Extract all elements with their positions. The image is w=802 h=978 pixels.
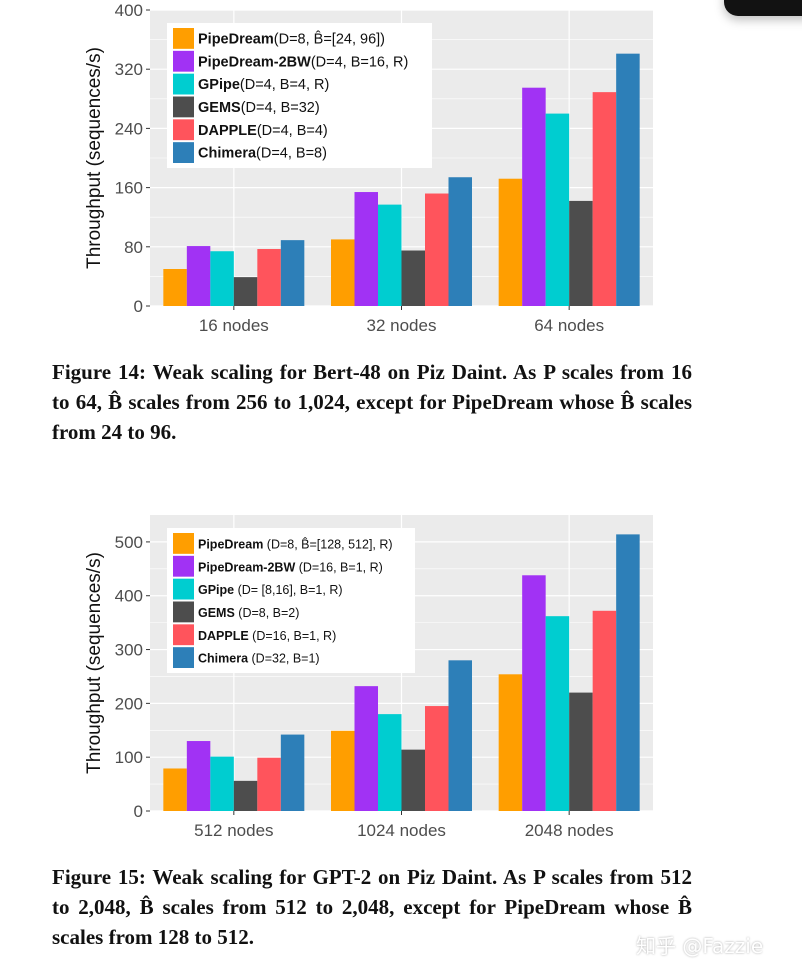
y-tick-label: 80 <box>124 238 143 257</box>
y-tick-label: 400 <box>115 587 143 606</box>
y-axis-label: Throughput (sequences/s) <box>84 552 105 774</box>
legend-label-pipedream: PipeDream (D=8, B̂=[128, 512], R) <box>198 536 393 551</box>
legend-label-chimera: Chimera(D=4, B=8) <box>198 146 327 162</box>
bar-gpipe-64-nodes <box>545 113 570 306</box>
legend-label-pipedream-2bw: PipeDream-2BW(D=4, B=16, R) <box>198 54 408 70</box>
bar-chimera-1024-nodes <box>448 660 472 811</box>
y-tick-label: 100 <box>115 748 143 767</box>
bar-dapple-16-nodes <box>257 249 281 306</box>
bar-chimera-512-nodes <box>280 734 305 811</box>
legend-swatch-dapple <box>173 119 194 141</box>
bar-pipedream-2bw-32-nodes <box>354 192 378 306</box>
bar-pipedream-64-nodes <box>498 178 523 306</box>
legend-label-gpipe: GPipe (D= [8,16], B=1, R) <box>198 583 343 597</box>
y-tick-label: 0 <box>134 802 143 821</box>
bar-chimera-32-nodes <box>448 177 472 306</box>
legend-swatch-dapple <box>173 624 194 646</box>
bar-gems-16-nodes <box>233 277 258 306</box>
legend-label-gpipe: GPipe(D=4, B=4, R) <box>198 77 329 93</box>
legend-label-gems: GEMS (D=8, B=2) <box>198 606 299 620</box>
bar-gpipe-16-nodes <box>210 251 234 306</box>
legend-swatch-chimera <box>173 647 194 668</box>
bar-gpipe-32-nodes <box>378 204 402 306</box>
legend-box <box>167 23 432 168</box>
bar-chimera-2048-nodes <box>616 534 640 811</box>
legend-label-dapple: DAPPLE(D=4, B=4) <box>198 123 328 139</box>
legend-swatch-gpipe <box>173 578 194 600</box>
bar-pipedream-2bw-64-nodes <box>522 87 546 306</box>
x-tick-label-512-nodes: 512 nodes <box>194 821 273 840</box>
figure-15-chart: 0 100 200 300 400 500 512 nodes 1024 nodes 2048 … <box>84 515 653 840</box>
x-tick-label-2048-nodes: 2048 nodes <box>525 821 614 840</box>
legend-label-pipedream: PipeDream(D=8, B̂=[24, 96]) <box>198 30 385 47</box>
watermark-text: 知乎 @Fazzie <box>636 934 764 958</box>
bar-chimera-16-nodes <box>280 240 305 306</box>
bar-pipedream-2bw-1024-nodes <box>354 686 378 811</box>
legend-swatch-gems <box>173 601 194 623</box>
y-tick-label: 320 <box>115 60 143 79</box>
bar-pipedream-16-nodes <box>163 269 187 306</box>
figure-14-chart: 0 80 160 240 320 400 16 nodes 32 nodes 64 nodes T… <box>84 1 653 335</box>
x-tick-label-32-nodes: 32 nodes <box>367 316 437 335</box>
bar-dapple-2048-nodes <box>592 610 617 811</box>
bar-dapple-64-nodes <box>592 92 617 306</box>
y-tick-label: 0 <box>134 297 143 316</box>
bar-pipedream-2048-nodes <box>498 674 523 811</box>
y-tick-label: 400 <box>115 1 143 20</box>
legend-swatch-pipedream-2bw <box>173 555 194 577</box>
bar-dapple-512-nodes <box>257 757 281 811</box>
legend-swatch-pipedream <box>173 533 194 554</box>
legend-swatch-pipedream-2bw <box>173 50 194 72</box>
x-tick-label-1024-nodes: 1024 nodes <box>357 821 446 840</box>
y-tick-label: 300 <box>115 641 143 660</box>
bar-pipedream-32-nodes <box>331 239 355 306</box>
bar-chimera-64-nodes <box>616 53 640 306</box>
x-tick-label-16-nodes: 16 nodes <box>199 316 269 335</box>
bar-gpipe-512-nodes <box>210 756 234 811</box>
legend-swatch-chimera <box>173 142 194 163</box>
bar-gems-2048-nodes <box>569 692 593 811</box>
legend-swatch-gpipe <box>173 73 194 95</box>
y-tick-label: 200 <box>115 694 143 713</box>
bar-pipedream-2bw-2048-nodes <box>522 575 546 811</box>
x-tick-label-64-nodes: 64 nodes <box>534 316 604 335</box>
y-tick-label: 160 <box>115 179 143 198</box>
bar-pipedream-2bw-512-nodes <box>186 741 211 811</box>
legend-label-dapple: DAPPLE (D=16, B=1, R) <box>198 629 336 643</box>
bar-gems-512-nodes <box>233 780 258 811</box>
bar-dapple-1024-nodes <box>425 706 449 811</box>
bar-gems-64-nodes <box>569 200 593 306</box>
legend-swatch-gems <box>173 96 194 118</box>
bar-pipedream-1024-nodes <box>331 730 355 811</box>
legend-swatch-pipedream <box>173 28 194 49</box>
bar-dapple-32-nodes <box>425 193 449 306</box>
legend-label-gems: GEMS(D=4, B=32) <box>198 100 320 116</box>
legend-label-pipedream-2bw: PipeDream-2BW (D=16, B=1, R) <box>198 560 383 574</box>
figure-14-caption: Figure 14: Weak scaling for Bert-48 on P… <box>52 360 692 444</box>
bar-gems-32-nodes <box>401 250 425 306</box>
device-corner-decoration <box>724 0 802 16</box>
bar-pipedream-2bw-16-nodes <box>186 246 211 306</box>
bar-gpipe-2048-nodes <box>545 616 570 811</box>
legend-label-chimera: Chimera (D=32, B=1) <box>198 652 320 666</box>
figure-15-caption: Figure 15: Weak scaling for GPT-2 on Piz… <box>52 865 692 949</box>
legend-box <box>167 528 415 673</box>
bar-gems-1024-nodes <box>401 749 425 811</box>
bar-gpipe-1024-nodes <box>378 714 402 811</box>
y-tick-label: 240 <box>115 119 143 138</box>
bar-pipedream-512-nodes <box>163 768 187 811</box>
y-axis-label: Throughput (sequences/s) <box>84 47 105 269</box>
y-tick-label: 500 <box>115 533 143 552</box>
